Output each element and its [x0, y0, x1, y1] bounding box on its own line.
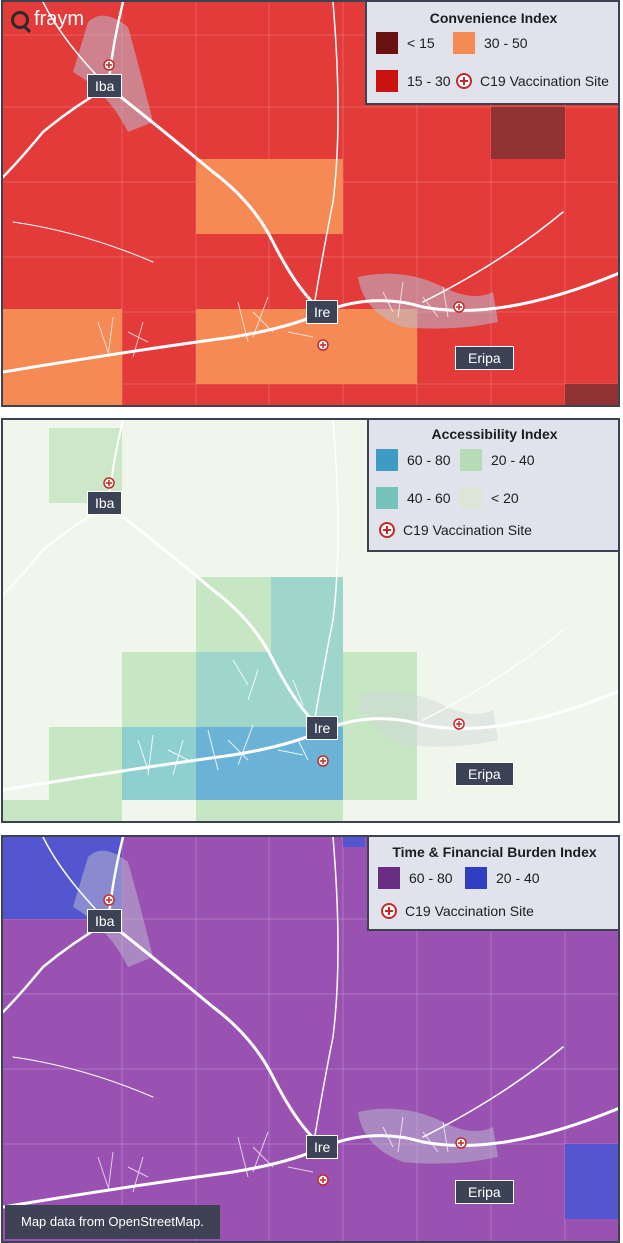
- convenience-legend: Convenience Index < 15 30 - 50 15 - 30 C…: [365, 2, 618, 105]
- legend-item-30-50: 30 - 50: [453, 32, 528, 54]
- legend-label: < 20: [491, 490, 519, 506]
- vaccination-site-icon: [456, 73, 472, 89]
- legend-title: Accessibility Index: [431, 426, 558, 442]
- legend-label: 20 - 40: [496, 870, 540, 886]
- place-label-eripa: Eripa: [455, 346, 514, 370]
- legend-item-under-20: < 20: [460, 487, 519, 509]
- accessibility-legend: Accessibility Index 60 - 80 20 - 40 40 -…: [367, 420, 618, 552]
- legend-label: < 15: [407, 35, 435, 51]
- brand-logo-text: fraym: [34, 8, 84, 30]
- legend-swatch: [376, 32, 398, 54]
- legend-label: 60 - 80: [407, 452, 451, 468]
- legend-item-vaccination-site: C19 Vaccination Site: [381, 903, 534, 919]
- brand-logo: fraym: [11, 8, 84, 31]
- legend-item-vaccination-site: C19 Vaccination Site: [379, 522, 532, 538]
- legend-item-60-80: 60 - 80: [378, 867, 453, 889]
- place-label-iba: Iba: [87, 74, 123, 98]
- legend-swatch: [460, 487, 482, 509]
- legend-swatch: [376, 487, 398, 509]
- legend-title: Convenience Index: [429, 10, 558, 26]
- fraym-logo-icon: [11, 10, 29, 29]
- legend-label: 15 - 30: [407, 73, 451, 89]
- vaccination-site-icon: [381, 903, 397, 919]
- legend-label: C19 Vaccination Site: [403, 522, 532, 538]
- vaccination-site-icon: [379, 522, 395, 538]
- convenience-map-panel[interactable]: fraym Iba Ire Eripa Convenience Index < …: [1, 0, 620, 407]
- legend-item-vaccination-site: C19 Vaccination Site: [456, 73, 609, 89]
- legend-label: C19 Vaccination Site: [405, 903, 534, 919]
- legend-swatch: [465, 867, 487, 889]
- burden-map-panel[interactable]: Iba Ire Eripa Time & Financial Burden In…: [1, 835, 620, 1243]
- legend-swatch: [378, 867, 400, 889]
- burden-legend: Time & Financial Burden Index 60 - 80 20…: [367, 837, 618, 931]
- legend-item-20-40: 20 - 40: [465, 867, 540, 889]
- place-label-iba: Iba: [87, 491, 123, 515]
- legend-label: 40 - 60: [407, 490, 451, 506]
- place-label-iba: Iba: [87, 909, 123, 933]
- legend-item-20-40: 20 - 40: [460, 449, 535, 471]
- accessibility-map: [3, 420, 618, 821]
- legend-label: C19 Vaccination Site: [480, 73, 609, 89]
- place-label-ire: Ire: [306, 300, 339, 324]
- legend-swatch: [460, 449, 482, 471]
- legend-title: Time & Financial Burden Index: [392, 844, 597, 860]
- convenience-map: [3, 2, 618, 405]
- legend-swatch: [453, 32, 475, 54]
- legend-item-40-60: 40 - 60: [376, 487, 451, 509]
- map-attribution: Map data from OpenStreetMap.: [5, 1205, 220, 1239]
- place-label-ire: Ire: [306, 716, 339, 740]
- legend-label: 60 - 80: [409, 870, 453, 886]
- accessibility-map-panel[interactable]: Iba Ire Eripa Accessibility Index 60 - 8…: [1, 418, 620, 823]
- legend-label: 20 - 40: [491, 452, 535, 468]
- legend-item-under-15: < 15: [376, 32, 435, 54]
- legend-item-60-80: 60 - 80: [376, 449, 451, 471]
- place-label-eripa: Eripa: [455, 762, 514, 786]
- legend-swatch: [376, 449, 398, 471]
- legend-item-15-30: 15 - 30: [376, 70, 451, 92]
- legend-swatch: [376, 70, 398, 92]
- place-label-ire: Ire: [306, 1135, 339, 1159]
- place-label-eripa: Eripa: [455, 1180, 514, 1204]
- legend-label: 30 - 50: [484, 35, 528, 51]
